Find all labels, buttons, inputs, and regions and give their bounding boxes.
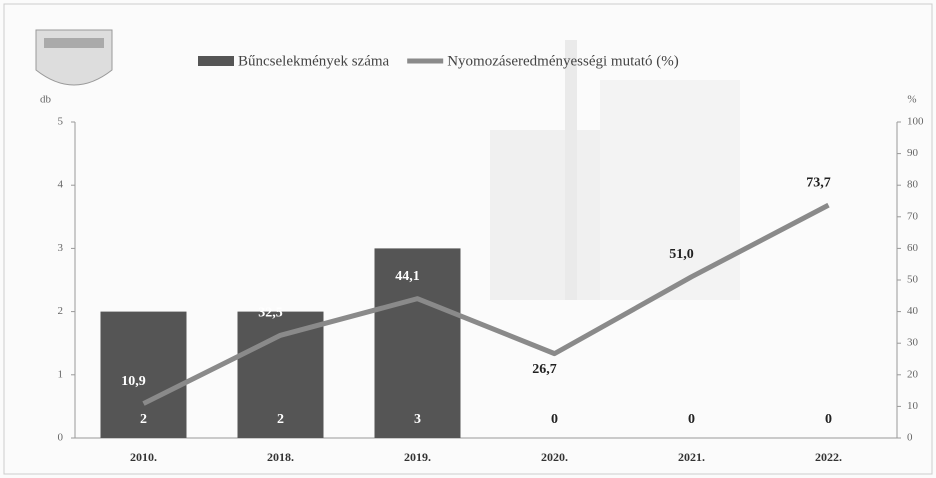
line-value-label: 73,7 [806, 175, 831, 190]
x-tick-label: 2010. [130, 450, 157, 464]
logo [36, 30, 112, 85]
bar-value-label: 0 [551, 412, 558, 427]
bar-value-label: 2 [140, 412, 147, 427]
bar-value-label: 3 [414, 412, 421, 427]
line-value-label: 10,9 [121, 374, 146, 389]
y-tick-label: 1 [58, 368, 64, 380]
line-value-label: 51,0 [669, 247, 694, 262]
bar-value-label: 2 [277, 412, 284, 427]
line-value-label: 26,7 [532, 362, 557, 377]
y2-tick-label: 40 [907, 305, 919, 317]
y2-tick-label: 90 [907, 147, 919, 159]
y2-axis-label: % [907, 94, 916, 106]
y-tick-label: 2 [58, 305, 64, 317]
x-tick-label: 2018. [267, 450, 294, 464]
y-tick-label: 3 [58, 242, 64, 254]
y2-tick-label: 20 [907, 368, 919, 380]
y2-tick-label: 100 [907, 116, 924, 128]
y2-tick-label: 0 [907, 432, 913, 444]
y-tick-label: 0 [58, 432, 64, 444]
y-tick-label: 4 [58, 179, 64, 191]
y2-tick-label: 70 [907, 210, 919, 222]
x-tick-label: 2020. [541, 450, 568, 464]
x-tick-label: 2019. [404, 450, 431, 464]
y2-tick-label: 10 [907, 400, 919, 412]
y2-tick-label: 80 [907, 179, 919, 191]
legend-label: Bűncselekmények száma [238, 53, 390, 69]
page: db % 01234501020304050607080901002010.20… [0, 0, 936, 478]
bar-value-label: 0 [825, 412, 832, 427]
y-axis-label: db [40, 94, 52, 106]
x-tick-label: 2022. [815, 450, 842, 464]
line-value-label: 44,1 [395, 269, 420, 284]
y-tick-label: 5 [58, 116, 64, 128]
legend-swatch [198, 56, 234, 66]
y2-tick-label: 30 [907, 337, 919, 349]
bar-value-label: 0 [688, 412, 695, 427]
legend-label: Nyomozáseredményességi mutató (%) [447, 53, 679, 69]
y2-tick-label: 60 [907, 242, 919, 254]
y2-tick-label: 50 [907, 274, 919, 286]
x-tick-label: 2021. [678, 450, 705, 464]
chart: db % 01234501020304050607080901002010.20… [0, 0, 936, 478]
line-value-label: 32,5 [258, 306, 283, 321]
